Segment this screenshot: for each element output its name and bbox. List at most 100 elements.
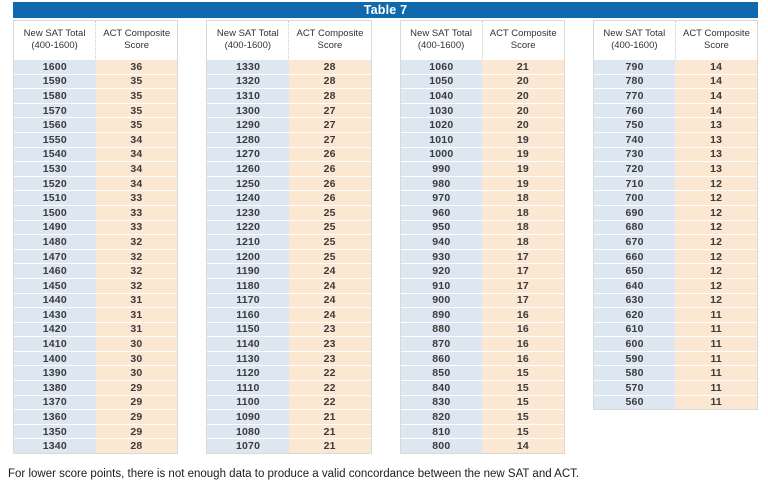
table-row: 1220 25 [207, 219, 371, 235]
act-score-cell: 32 [95, 264, 178, 278]
act-score-cell: 13 [675, 118, 757, 132]
act-score-cell: 26 [288, 147, 371, 162]
sat-score-cell: 1220 [207, 220, 289, 235]
table-row: 950 18 [400, 219, 564, 235]
concordance-subtable-4: New SAT Total (400-1600) ACT Composite S… [592, 20, 758, 411]
table-row: 1530 34 [14, 161, 178, 176]
table-row: 1490 33 [14, 219, 178, 235]
act-score-cell: 12 [675, 220, 757, 235]
sat-score-cell: 1430 [14, 308, 96, 322]
table-row: 830 15 [400, 394, 564, 410]
act-score-cell: 11 [675, 366, 757, 381]
sat-score-cell: 1440 [14, 293, 96, 308]
table-row: 1480 32 [14, 234, 178, 249]
table-row: 860 16 [400, 350, 564, 366]
act-score-cell: 22 [288, 381, 371, 395]
sat-score-cell: 1010 [400, 132, 483, 147]
table-row: 960 18 [400, 204, 564, 220]
table-row: 820 15 [400, 409, 564, 424]
table-row: 930 17 [400, 248, 564, 264]
table-row: 970 18 [400, 190, 564, 205]
sat-score-cell: 1110 [207, 381, 289, 395]
act-header-line2: Score [317, 40, 343, 51]
table-row: 570 11 [593, 380, 757, 395]
act-column-header: ACT Composite Score [483, 21, 564, 59]
sat-score-cell: 810 [400, 424, 483, 439]
act-score-cell: 12 [675, 205, 757, 220]
act-score-cell: 33 [95, 191, 178, 205]
act-header-line1: ACT Composite [296, 28, 364, 40]
act-score-cell: 35 [95, 89, 178, 103]
sat-score-cell: 1070 [207, 439, 289, 454]
act-score-cell: 17 [482, 293, 564, 308]
table-row: 1140 23 [207, 336, 371, 351]
act-score-cell: 28 [288, 60, 371, 74]
act-score-cell: 11 [675, 337, 757, 351]
act-score-cell: 14 [482, 439, 564, 454]
table-row: 1440 31 [14, 292, 178, 308]
sat-score-cell: 1270 [207, 147, 289, 162]
act-score-cell: 17 [482, 278, 564, 293]
act-score-cell: 16 [482, 322, 564, 337]
table-row: 940 18 [400, 234, 564, 249]
table-row: 1260 26 [207, 161, 371, 176]
sat-score-cell: 1330 [207, 60, 289, 74]
sat-score-cell: 1390 [14, 366, 96, 381]
act-header-line1: ACT Composite [682, 28, 750, 40]
table-row: 1020 20 [400, 117, 564, 132]
table-row: 1300 27 [207, 102, 371, 118]
table-row: 620 11 [593, 307, 757, 322]
act-score-cell: 30 [95, 337, 178, 351]
sat-score-cell: 950 [400, 220, 483, 235]
table-row: 720 13 [593, 161, 757, 176]
sat-score-cell: 1500 [14, 205, 96, 220]
sat-score-cell: 800 [400, 439, 483, 454]
sat-score-cell: 1540 [14, 147, 96, 162]
act-score-cell: 12 [675, 278, 757, 293]
sat-score-cell: 610 [593, 322, 676, 337]
act-score-cell: 24 [288, 264, 371, 278]
table-row: 1250 26 [207, 175, 371, 191]
concordance-subtable-1: New SAT Total (400-1600) ACT Composite S… [13, 20, 179, 455]
table-row: 1470 32 [14, 248, 178, 264]
sat-score-cell: 650 [593, 264, 676, 278]
table-row: 580 11 [593, 365, 757, 381]
table-row: 1500 33 [14, 204, 178, 220]
table-row: 1270 26 [207, 146, 371, 162]
table-row: 870 16 [400, 336, 564, 351]
act-score-cell: 25 [288, 220, 371, 235]
sat-score-cell: 940 [400, 235, 483, 249]
sat-score-cell: 770 [593, 89, 676, 103]
table-row: 670 12 [593, 234, 757, 249]
table-body: 1600 36 1590 35 1580 35 1570 35 1560 35 1550 34 1540… [14, 59, 178, 454]
act-score-cell: 34 [95, 162, 178, 176]
act-score-cell: 28 [95, 439, 178, 454]
table-header-row: New SAT Total (400-1600) ACT Composite S… [207, 21, 370, 59]
act-header-line1: ACT Composite [489, 28, 557, 40]
table-row: 850 15 [400, 365, 564, 381]
table-row: 990 19 [400, 161, 564, 176]
sat-score-cell: 760 [593, 103, 676, 118]
table-row: 1400 30 [14, 350, 178, 366]
table-row: 1330 28 [207, 59, 371, 74]
table-row: 1460 32 [14, 263, 178, 278]
sat-score-cell: 1030 [400, 103, 483, 118]
sat-score-cell: 1160 [207, 308, 289, 322]
sat-score-cell: 820 [400, 410, 483, 424]
table-row: 1390 30 [14, 365, 178, 381]
sat-score-cell: 1550 [14, 132, 96, 147]
act-score-cell: 21 [288, 439, 371, 454]
table-row: 1060 21 [400, 59, 564, 74]
table-title: Table 7 [363, 3, 408, 17]
act-score-cell: 31 [95, 293, 178, 308]
sat-score-cell: 690 [593, 205, 676, 220]
act-score-cell: 11 [675, 395, 757, 410]
sat-header-line1: New SAT Total [603, 28, 666, 40]
sat-score-cell: 1210 [207, 235, 289, 249]
act-header-line2: Score [124, 40, 150, 51]
act-score-cell: 19 [482, 132, 564, 147]
table-row: 1210 25 [207, 234, 371, 249]
table-row: 1540 34 [14, 146, 178, 162]
act-score-cell: 34 [95, 147, 178, 162]
sat-score-cell: 1250 [207, 176, 289, 191]
